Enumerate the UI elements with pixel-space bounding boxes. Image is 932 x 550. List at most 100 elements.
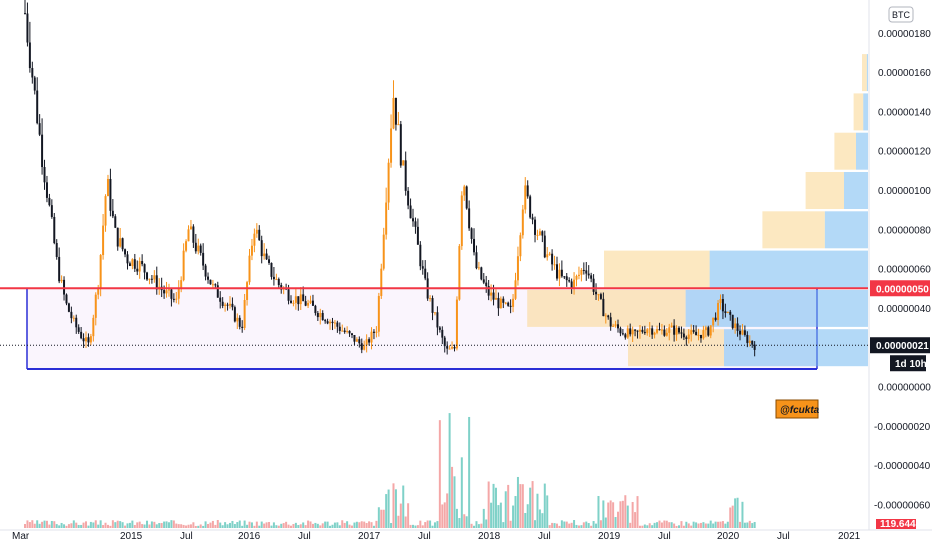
volume-bar bbox=[490, 502, 493, 528]
volume-bar bbox=[643, 524, 646, 528]
candle-body bbox=[451, 347, 454, 349]
candle-body bbox=[441, 329, 444, 338]
volume-bar bbox=[553, 523, 556, 528]
candle-body bbox=[333, 322, 336, 324]
volume-bar bbox=[377, 507, 380, 528]
volume-bar bbox=[189, 524, 192, 528]
candle-body bbox=[136, 268, 139, 272]
volume-bar bbox=[172, 520, 175, 528]
candle-body bbox=[150, 278, 153, 280]
volume-bar bbox=[416, 525, 419, 528]
candle-body bbox=[33, 77, 36, 91]
price-axis[interactable]: BTC 0.00000180 0.00000160 0.00000140 0.00000… bbox=[874, 6, 931, 511]
candle-body bbox=[92, 317, 95, 337]
candle-body bbox=[148, 278, 151, 280]
candle-body bbox=[48, 197, 51, 206]
volume-bar bbox=[480, 523, 483, 528]
profile-bar-up bbox=[805, 172, 844, 209]
time-axis[interactable]: Mar 2015 Jul 2016 Jul 2017 Jul 2018 Jul 2019 Jul 20… bbox=[12, 531, 861, 542]
volume-bar bbox=[111, 520, 114, 528]
candle-body bbox=[375, 331, 378, 333]
volume-bar bbox=[204, 521, 207, 528]
volume-bar bbox=[526, 504, 529, 528]
candle-body bbox=[82, 338, 85, 342]
candle-body bbox=[477, 267, 480, 269]
candle-body bbox=[26, 13, 29, 43]
candle-body bbox=[394, 97, 397, 125]
volume-bar bbox=[155, 524, 158, 528]
volume-bar bbox=[375, 520, 378, 528]
volume-bar bbox=[402, 485, 405, 528]
time-tick-label: Jul bbox=[180, 531, 193, 542]
volume-bar bbox=[585, 521, 588, 528]
volume-bar bbox=[209, 522, 212, 528]
candle-body bbox=[63, 279, 66, 295]
volume-bar bbox=[287, 524, 290, 528]
candle-body bbox=[734, 323, 737, 329]
volume-bar bbox=[309, 521, 312, 528]
volume-bar bbox=[707, 523, 710, 528]
candle-body bbox=[387, 162, 390, 203]
currency-box[interactable] bbox=[888, 6, 914, 23]
candle-body bbox=[429, 298, 432, 300]
volume-bar bbox=[492, 483, 495, 528]
candle-body bbox=[399, 124, 402, 166]
candle-body bbox=[595, 291, 598, 295]
last-price-tag[interactable] bbox=[870, 337, 930, 354]
candle-body bbox=[436, 312, 439, 328]
volume-bar bbox=[282, 523, 285, 528]
volume-bar bbox=[270, 525, 273, 528]
volume-bar bbox=[663, 520, 666, 528]
candle-body bbox=[372, 331, 375, 333]
volume-bar bbox=[382, 509, 385, 528]
candle-body bbox=[668, 327, 671, 333]
candle-body bbox=[41, 134, 44, 168]
volume-bar bbox=[43, 520, 46, 528]
volume-bar bbox=[167, 522, 170, 528]
volume-bar bbox=[233, 524, 236, 528]
time-tick-label: 2020 bbox=[717, 531, 740, 542]
volume-bar bbox=[351, 525, 354, 528]
candle-body bbox=[621, 333, 624, 335]
volume-bar bbox=[355, 521, 358, 528]
candle-body bbox=[165, 290, 168, 294]
candle-body bbox=[680, 332, 683, 334]
volume-bar bbox=[258, 525, 261, 528]
candle-body bbox=[695, 331, 698, 336]
volume-bar bbox=[546, 495, 549, 528]
candle-body bbox=[370, 331, 373, 343]
profile-bar-up bbox=[862, 54, 867, 92]
volume-bar bbox=[739, 521, 742, 528]
candle-body bbox=[692, 330, 695, 332]
volume-bar bbox=[89, 521, 92, 528]
volume-bar bbox=[319, 525, 322, 528]
candle-body bbox=[697, 334, 700, 336]
candle-body bbox=[31, 68, 34, 78]
volume-bar bbox=[187, 524, 190, 528]
horizontal-line-tag[interactable] bbox=[870, 280, 930, 297]
candle-body bbox=[443, 337, 446, 347]
volume-bar bbox=[131, 520, 134, 528]
time-tick-label: Jul bbox=[298, 531, 311, 542]
candle-body bbox=[341, 330, 344, 332]
candle-body bbox=[329, 321, 332, 324]
candle-body bbox=[85, 337, 88, 342]
candle-body bbox=[397, 124, 400, 126]
volume-bar bbox=[390, 523, 393, 528]
grid bbox=[0, 0, 932, 531]
candle-body bbox=[473, 238, 476, 253]
candle-body bbox=[741, 330, 744, 335]
volume-bar bbox=[67, 524, 70, 528]
volume-bar bbox=[465, 516, 468, 528]
candle-body bbox=[448, 348, 451, 350]
candle-body bbox=[358, 339, 361, 344]
volume-bar bbox=[275, 525, 278, 528]
volume-bar bbox=[228, 522, 231, 528]
volume-bar bbox=[648, 523, 651, 528]
candle-body bbox=[97, 288, 100, 295]
candle-body bbox=[331, 321, 334, 324]
volume-bar bbox=[438, 420, 441, 528]
candle-body bbox=[233, 307, 236, 322]
candle-body bbox=[663, 329, 666, 336]
